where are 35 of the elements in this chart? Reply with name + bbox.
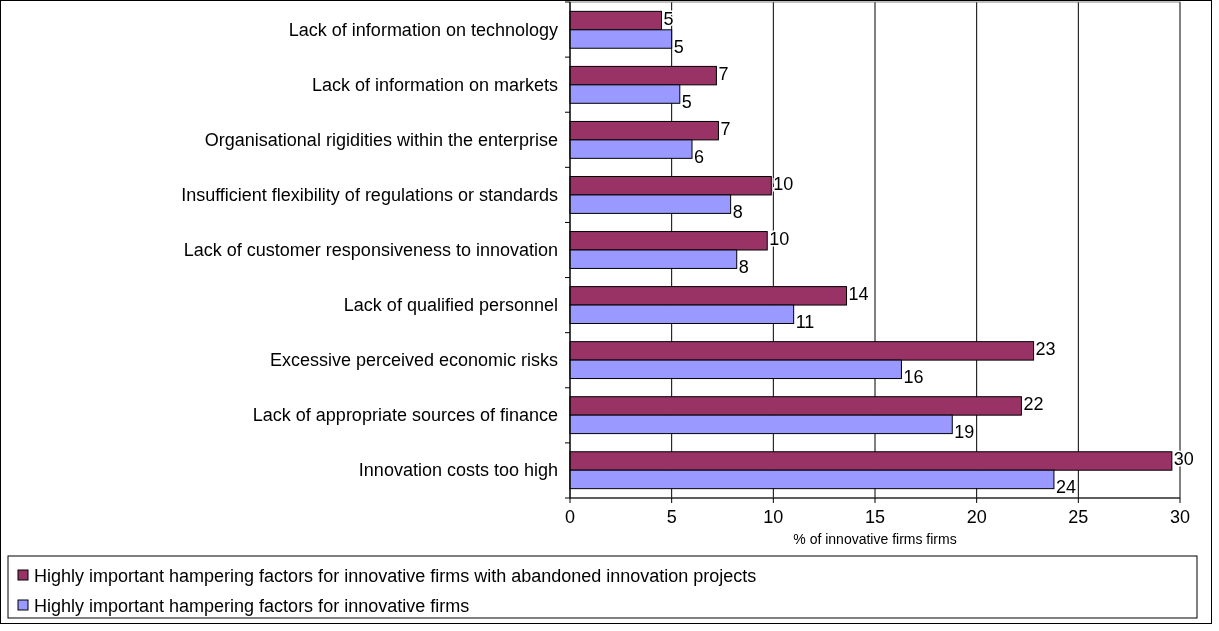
data-label: 8 bbox=[732, 202, 743, 223]
y-tick-label: Innovation costs too high bbox=[358, 460, 558, 481]
data-label: 7 bbox=[718, 63, 729, 84]
y-tick-label: Organisational rigidities within the enterprise bbox=[204, 129, 558, 150]
data-label: 19 bbox=[954, 422, 975, 443]
y-tick-label: Lack of qualified personnel bbox=[343, 295, 558, 316]
legend-label: Highly important hampering factors for innovative firms bbox=[34, 596, 470, 616]
data-label: 24 bbox=[1055, 477, 1076, 498]
x-tick-label: 0 bbox=[564, 507, 576, 527]
data-label: 6 bbox=[694, 147, 705, 168]
x-tick-label: 15 bbox=[864, 507, 886, 527]
x-tick-label: 30 bbox=[1169, 507, 1191, 527]
data-label: 8 bbox=[738, 257, 749, 278]
x-tick-label: 5 bbox=[666, 507, 677, 527]
data-label: 16 bbox=[903, 367, 924, 388]
x-tick-label: 10 bbox=[763, 507, 784, 527]
y-tick-label: Lack of appropriate sources of finance bbox=[252, 405, 558, 426]
x-axis-title: % of innovative firms firms bbox=[793, 531, 957, 547]
x-tick-label: 25 bbox=[1068, 507, 1089, 527]
y-tick-label: Excessive perceived economic risks bbox=[269, 350, 558, 371]
y-tick-label: Lack of information on technology bbox=[288, 19, 558, 40]
data-label: 23 bbox=[1035, 338, 1056, 359]
data-label: 7 bbox=[720, 118, 731, 139]
data-label: 5 bbox=[673, 37, 684, 58]
data-label: 10 bbox=[773, 173, 794, 194]
y-tick-label: Insufficient flexibility of regulations or standards bbox=[181, 184, 558, 205]
x-tick-label: 20 bbox=[966, 507, 987, 527]
data-label: 30 bbox=[1173, 448, 1194, 469]
y-tick-label: Lack of customer responsiveness to innovation bbox=[183, 240, 558, 260]
data-label: 11 bbox=[795, 312, 815, 333]
data-label: 14 bbox=[848, 283, 869, 304]
data-label: 22 bbox=[1023, 393, 1044, 414]
y-tick-label: Lack of information on markets bbox=[311, 74, 558, 95]
legend-label: Highly important hampering factors for innovative firms with abandoned innovation projects bbox=[34, 566, 757, 586]
data-label: 5 bbox=[681, 92, 692, 113]
